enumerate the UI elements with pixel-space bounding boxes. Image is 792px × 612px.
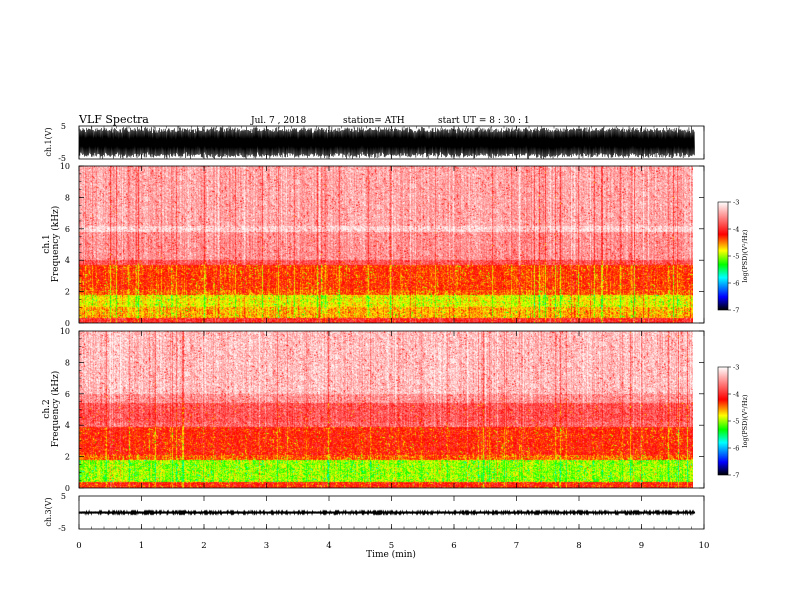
time-tick-label: 6 [451,541,456,551]
ch3-ytick-top: 5 [61,492,66,501]
ch1-waveform-panel: 5 -5 ch.1(V) [44,122,705,163]
ch1-colorbar-ticks: -3 -4 -5 -6 -7 [728,199,739,315]
colorbar-tick-label: -4 [733,226,739,234]
frequency-tick-label: 6 [65,390,70,399]
time-tick-label: 7 [514,541,519,551]
ch1-colorbar-label: log(PSD)(V²/Hz) [741,229,749,282]
colorbar-tick-label: -4 [733,391,739,399]
colorbar-tick-label: -6 [733,280,739,288]
frequency-tick-label: 2 [65,453,70,462]
station-label: station= ATH [343,116,405,126]
frequency-tick-label: 0 [65,319,70,328]
ch2-frequency-ticks: 0 2 4 6 8 10 [60,327,704,493]
time-tick-label: 4 [326,541,331,551]
ch1-colorbar-gradient [717,201,729,311]
ch3-waveform-line [78,509,696,516]
colorbar-tick-label: -7 [733,307,739,315]
ch3-waveform-ylabel: ch.3(V) [44,497,53,526]
ch1-spectrogram-panel: 0 2 4 6 8 10 ch.1 Frequency (kHz) [42,162,705,328]
time-tick-label: 5 [389,541,394,551]
ch1-spectrogram-image [79,166,693,323]
frequency-tick-label: 6 [65,225,70,234]
ch1-waveform-ylabel: ch.1(V) [44,127,53,156]
ch2-frequency-ylabel: Frequency (kHz) [50,371,61,448]
ch2-colorbar-ticks: -3 -4 -5 -6 -7 [728,364,739,480]
ch2-colorbar-label: log(PSD)(V²/Hz) [741,394,749,447]
frequency-tick-label: 2 [65,288,70,297]
ch1-frequency-ticks: 0 2 4 6 8 10 [60,162,704,328]
start-time-label: start UT = 8 : 30 : 1 [438,116,530,126]
frequency-tick-label: 8 [65,193,70,202]
ch1-ytick-top: 5 [61,122,66,131]
ch3-waveform-panel: 5 -5 ch.3(V) [44,492,705,533]
frequency-tick-label: 8 [65,358,70,367]
time-tick-label: 8 [576,541,581,551]
colorbar-tick-label: -3 [733,199,739,207]
time-tick-label: 2 [201,541,206,551]
ch2-spectrogram-image [79,331,693,488]
ch2-colorbar: -3 -4 -5 -6 -7 log(PSD)(V²/Hz) [717,364,749,480]
figure-title: VLF Spectra [78,113,149,126]
time-tick-label: 9 [639,541,644,551]
frequency-tick-label: 10 [60,162,70,171]
ch3-ytick-bottom: -5 [58,524,66,533]
colorbar-tick-label: -6 [733,445,739,453]
colorbar-tick-label: -7 [733,472,739,480]
time-tick-label: 1 [139,541,144,551]
time-tick-label: 3 [264,541,269,551]
ch1-frequency-ylabel: Frequency (kHz) [50,206,61,283]
ch1-ytick-bottom: -5 [58,154,66,163]
time-axis: 0 1 2 3 4 5 6 7 8 9 10 [76,126,709,551]
frequency-tick-label: 10 [60,327,70,336]
time-tick-label: 0 [76,541,81,551]
colorbar-tick-label: -5 [733,418,739,426]
ch1-waveform-line [78,126,695,160]
date-label: Jul. 7 , 2018 [250,116,306,126]
frequency-tick-label: 4 [65,256,70,265]
frequency-tick-label: 4 [65,421,70,430]
ch2-channel-label: ch.2 [42,399,52,418]
colorbar-tick-label: -3 [733,364,739,372]
colorbar-tick-label: -5 [733,253,739,261]
ch1-colorbar: -3 -4 -5 -6 -7 log(PSD)(V²/Hz) [717,199,749,315]
time-axis-label: Time (min) [366,549,416,560]
frequency-tick-label: 0 [65,484,70,493]
ch1-channel-label: ch.1 [42,234,52,253]
time-tick-label: 10 [699,541,710,551]
ch2-colorbar-gradient [717,366,729,476]
ch2-spectrogram-panel: 0 2 4 6 8 10 ch.2 Frequency (kHz) [42,327,705,493]
